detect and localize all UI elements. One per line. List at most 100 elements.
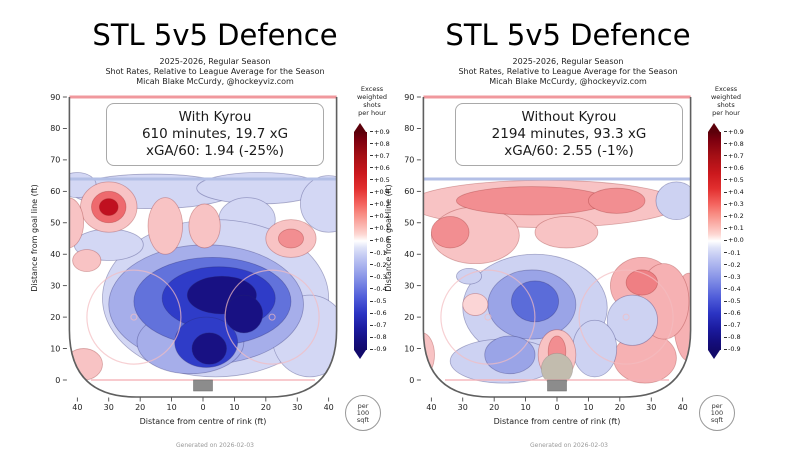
right-colorbar-unit-circle: per 100 sqft <box>699 395 735 431</box>
colorbar-tick-label: +0.0 <box>724 237 744 244</box>
right-colorbar: Excess weighted shots per hour +0.9 +0.8 +… <box>696 85 756 431</box>
left-colorbar-header: Excess weighted shots per hour <box>348 85 396 117</box>
heat-region <box>98 198 119 216</box>
colorbar-tick-label: +0.1 <box>724 225 744 232</box>
colorbar-tick-label: -0.9 <box>724 346 741 353</box>
right-faceoff-dot-right <box>622 313 630 321</box>
y-tick-label: 60 <box>50 187 60 196</box>
y-tick-label: 10 <box>50 344 60 353</box>
y-tick-label: 20 <box>50 313 60 322</box>
right-info-box: Without Kyrou 2194 minutes, 93.3 xG xGA/… <box>455 103 683 166</box>
colorbar-tick-label: -0.1 <box>724 249 741 257</box>
colorbar-tick-label: -0.1 <box>370 249 387 257</box>
heat-region <box>606 294 658 346</box>
heat-region <box>484 335 536 375</box>
left-subtitle-line-1: 2025-2026, Regular Season <box>159 57 271 66</box>
left-faceoff-circle-right <box>224 269 320 365</box>
right-info-split-label: Without Kyrou <box>521 109 617 125</box>
right-faceoff-circle-right <box>578 269 674 365</box>
heat-region <box>572 319 618 378</box>
heat-region <box>655 181 691 221</box>
colorbar-tick-label: -0.4 <box>370 285 387 293</box>
heat-region <box>456 186 608 216</box>
right-chart-subtitle: 2025-2026, Regular Season Shot Rates, Re… <box>398 57 738 87</box>
heat-region <box>69 348 103 381</box>
y-tick-label: 0 <box>55 376 60 385</box>
heat-region <box>224 294 264 334</box>
heat-region <box>188 203 221 249</box>
left-net <box>193 379 213 392</box>
colorbar-tick-label: +0.0 <box>370 237 390 244</box>
right-chart-title: STL 5v5 Defence <box>445 18 691 52</box>
y-tick-label: 80 <box>404 124 414 133</box>
left-colorbar-header-line-4: per hour <box>358 109 386 117</box>
heat-region <box>534 216 599 249</box>
right-colorbar-header: Excess weighted shots per hour <box>702 85 750 117</box>
left-unit-line-2: 100 <box>356 408 370 417</box>
colorbar-tick-label: +0.8 <box>370 140 390 148</box>
x-tick-label: 20 <box>615 403 625 412</box>
x-tick-label: 30 <box>292 403 302 412</box>
heat-region <box>423 332 435 378</box>
colorbar-tick-label: +0.2 <box>724 213 744 220</box>
colorbar-tick-label: +0.7 <box>370 152 390 160</box>
right-colorbar-header-line-4: per hour <box>712 109 740 117</box>
left-faceoff-dot-right <box>268 313 276 321</box>
left-colorbar-gradient-bar <box>354 132 367 350</box>
right-x-axis-label: Distance from centre of rink (ft) <box>494 417 621 426</box>
x-tick-label: 30 <box>646 403 656 412</box>
right-x-axis-ticks: 40 30 20 10 0 10 20 30 40 <box>426 397 688 412</box>
left-colorbar-top-arrow <box>354 123 366 132</box>
y-tick-label: 70 <box>50 156 60 165</box>
left-colorbar-header-line-3: shots <box>363 101 381 109</box>
colorbar-tick-label: -0.5 <box>724 298 741 305</box>
x-tick-label: 30 <box>458 403 468 412</box>
colorbar-tick-label: -0.7 <box>724 322 741 329</box>
colorbar-tick-label: +0.8 <box>724 140 744 148</box>
heat-region <box>430 216 470 249</box>
y-tick-label: 90 <box>404 93 414 102</box>
colorbar-tick-label: +0.9 <box>724 128 744 136</box>
left-colorbar-unit-circle: per 100 sqft <box>345 395 381 431</box>
y-tick-label: 40 <box>404 250 414 259</box>
heat-region <box>277 228 304 249</box>
right-colorbar-tick-labels: +0.9 +0.8 +0.7 +0.6 +0.5 +0.4 +0.3 +0.2 +0.1 +0.0… <box>724 128 754 353</box>
y-tick-label: 30 <box>50 281 60 290</box>
x-tick-label: 10 <box>520 403 530 412</box>
colorbar-tick-label: +0.2 <box>370 213 390 220</box>
colorbar-tick-label: +0.1 <box>370 225 390 232</box>
left-y-axis-label: Distance from goal line (ft) <box>30 184 39 291</box>
left-info-box: With Kyrou 610 minutes, 19.7 xG xGA/60: … <box>106 103 324 166</box>
colorbar-tick-label: +0.3 <box>724 201 744 208</box>
right-subtitle-line-1: 2025-2026, Regular Season <box>512 57 624 66</box>
x-tick-label: 10 <box>583 403 593 412</box>
colorbar-tick-label: +0.7 <box>724 152 744 160</box>
colorbar-tick-label: -0.5 <box>370 298 387 305</box>
colorbar-tick-label: -0.7 <box>370 322 387 329</box>
x-tick-label: 30 <box>104 403 114 412</box>
left-y-axis-ticks: 90 80 70 60 50 40 30 20 10 0 <box>50 93 67 385</box>
right-info-xga60: xGA/60: 2.55 (-1%) <box>504 143 634 159</box>
colorbar-tick-label: -0.8 <box>370 334 387 341</box>
colorbar-tick-label: +0.5 <box>370 176 390 184</box>
x-tick-label: 0 <box>200 403 205 412</box>
left-colorbar-bar-wrap: +0.9 +0.8 +0.7 +0.6 +0.5 +0.4 +0.3 +0.2 +0.1 +0.0… <box>342 123 402 381</box>
colorbar-tick-label: -0.3 <box>724 273 741 281</box>
colorbar-tick-label: +0.5 <box>724 176 744 184</box>
right-rink-heatmap: 40 30 20 10 0 10 20 30 40 90 80 70 60 50 40 30 20 10 0 Di… <box>384 93 692 449</box>
colorbar-tick-label: +0.4 <box>370 189 390 196</box>
left-info-minutes-xg: 610 minutes, 19.7 xG <box>141 126 289 142</box>
right-subtitle-line-2: Shot Rates, Relative to League Average f… <box>458 67 678 76</box>
colorbar-tick-label: -0.2 <box>724 261 741 269</box>
colorbar-tick-label: +0.3 <box>370 201 390 208</box>
left-colorbar-bottom-arrow <box>354 350 366 359</box>
left-info-split-label: With Kyrou <box>178 109 252 125</box>
right-subtitle-line-3: Micah Blake McCurdy, @hockeyviz.com <box>489 77 647 86</box>
right-colorbar-bar-wrap: +0.9 +0.8 +0.7 +0.6 +0.5 +0.4 +0.3 +0.2 +0.1 +0.0… <box>696 123 756 381</box>
right-net <box>547 379 567 392</box>
x-tick-label: 40 <box>72 403 82 412</box>
y-tick-label: 50 <box>404 219 414 228</box>
right-colorbar-gradient-bar <box>708 132 721 350</box>
left-chart-title: STL 5v5 Defence <box>92 18 338 52</box>
